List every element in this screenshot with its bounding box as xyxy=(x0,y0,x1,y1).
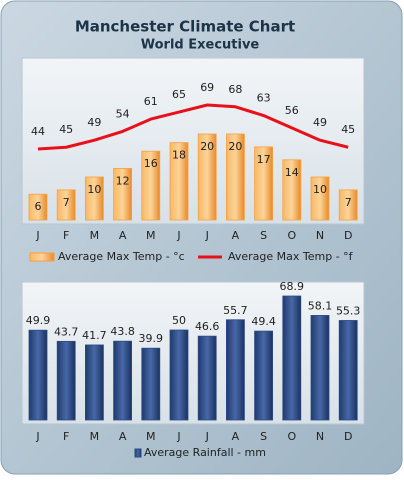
bar xyxy=(56,189,76,221)
bar xyxy=(28,193,48,221)
data-label: 63 xyxy=(257,92,271,105)
bar xyxy=(169,142,189,221)
x-tick-label: F xyxy=(63,430,69,443)
data-label: 17 xyxy=(257,153,271,166)
bar xyxy=(28,329,48,421)
data-label: 20 xyxy=(228,140,242,153)
data-label: 20 xyxy=(200,140,214,153)
data-label: 10 xyxy=(313,183,327,196)
x-tick-label: A xyxy=(119,229,127,242)
legend-label: Average Max Temp - °c xyxy=(58,250,185,263)
data-label: 12 xyxy=(116,174,130,187)
bar xyxy=(141,347,161,421)
x-tick-label: S xyxy=(260,229,267,242)
data-label: 18 xyxy=(172,149,186,162)
bar xyxy=(310,315,330,421)
line xyxy=(37,103,349,151)
x-tick-label: J xyxy=(35,430,39,443)
data-label: 7 xyxy=(345,196,352,209)
x-tick-label: F xyxy=(63,229,69,242)
bar xyxy=(254,330,274,421)
data-label: 41.7 xyxy=(82,329,107,342)
x-tick-label: O xyxy=(287,229,296,242)
plot-area xyxy=(21,281,365,425)
bar xyxy=(310,176,330,221)
legend-swatch xyxy=(134,448,142,458)
plot-area xyxy=(21,57,365,225)
x-tick-label: J xyxy=(176,430,180,443)
legend-label: Average Max Temp - °f xyxy=(228,250,354,263)
x-tick-label: A xyxy=(232,430,240,443)
data-label: 46.6 xyxy=(195,320,220,333)
data-label: 54 xyxy=(116,107,130,120)
x-tick-label: J xyxy=(176,229,180,242)
chart-title: Manchester Climate Chart xyxy=(75,18,295,36)
data-label: 69 xyxy=(200,81,214,94)
data-label: 58.1 xyxy=(308,299,333,312)
bar xyxy=(56,340,76,421)
data-label: 68 xyxy=(228,83,242,96)
data-label: 45 xyxy=(341,123,355,136)
bar xyxy=(225,133,245,221)
x-tick-label: N xyxy=(316,229,324,242)
x-tick-label: O xyxy=(287,430,296,443)
data-label: 50 xyxy=(172,314,186,327)
x-tick-label: S xyxy=(260,430,267,443)
bar xyxy=(197,335,217,421)
x-tick-label: J xyxy=(35,229,39,242)
bar xyxy=(169,329,189,421)
bar xyxy=(254,146,274,221)
data-label: 68.9 xyxy=(280,280,305,293)
x-tick-label: M xyxy=(90,229,100,242)
data-label: 61 xyxy=(144,95,158,108)
bar xyxy=(338,189,358,221)
legend-label: Average Rainfall - mm xyxy=(144,446,266,459)
bar xyxy=(85,176,104,221)
data-label: 49.4 xyxy=(251,315,276,328)
data-label: 49.9 xyxy=(26,314,51,327)
data-label: 39.9 xyxy=(139,332,164,345)
data-label: 14 xyxy=(285,166,299,179)
x-tick-label: M xyxy=(146,229,156,242)
data-label: 49 xyxy=(87,116,101,129)
data-label: 56 xyxy=(285,104,299,117)
data-label: 49 xyxy=(313,116,327,129)
x-tick-label: D xyxy=(344,430,352,443)
data-label: 55.7 xyxy=(223,304,248,317)
x-tick-label: J xyxy=(205,229,209,242)
x-tick-label: M xyxy=(90,430,100,443)
data-label: 10 xyxy=(87,183,101,196)
x-tick-label: A xyxy=(119,430,127,443)
bar xyxy=(113,167,132,221)
data-label: 6 xyxy=(35,200,42,213)
bar xyxy=(338,320,358,421)
bar xyxy=(141,150,161,221)
data-label: 43.7 xyxy=(54,325,79,338)
bar xyxy=(197,133,217,221)
bar xyxy=(225,319,245,421)
x-tick-label: M xyxy=(146,430,156,443)
data-label: 43.8 xyxy=(110,325,135,338)
bar xyxy=(113,340,132,421)
bar xyxy=(282,295,302,421)
data-label: 45 xyxy=(59,123,73,136)
data-label: 7 xyxy=(63,196,70,209)
x-tick-label: J xyxy=(205,430,209,443)
data-label: 16 xyxy=(144,157,158,170)
bar xyxy=(282,159,302,221)
bar xyxy=(85,344,104,421)
data-label: 65 xyxy=(172,88,186,101)
legend-swatch xyxy=(29,252,55,262)
x-tick-label: N xyxy=(316,430,324,443)
data-label: 55.3 xyxy=(336,304,361,317)
chart-subtitle: World Executive xyxy=(141,38,260,53)
x-tick-label: D xyxy=(344,229,352,242)
data-label: 44 xyxy=(31,125,45,138)
x-tick-label: A xyxy=(232,229,240,242)
